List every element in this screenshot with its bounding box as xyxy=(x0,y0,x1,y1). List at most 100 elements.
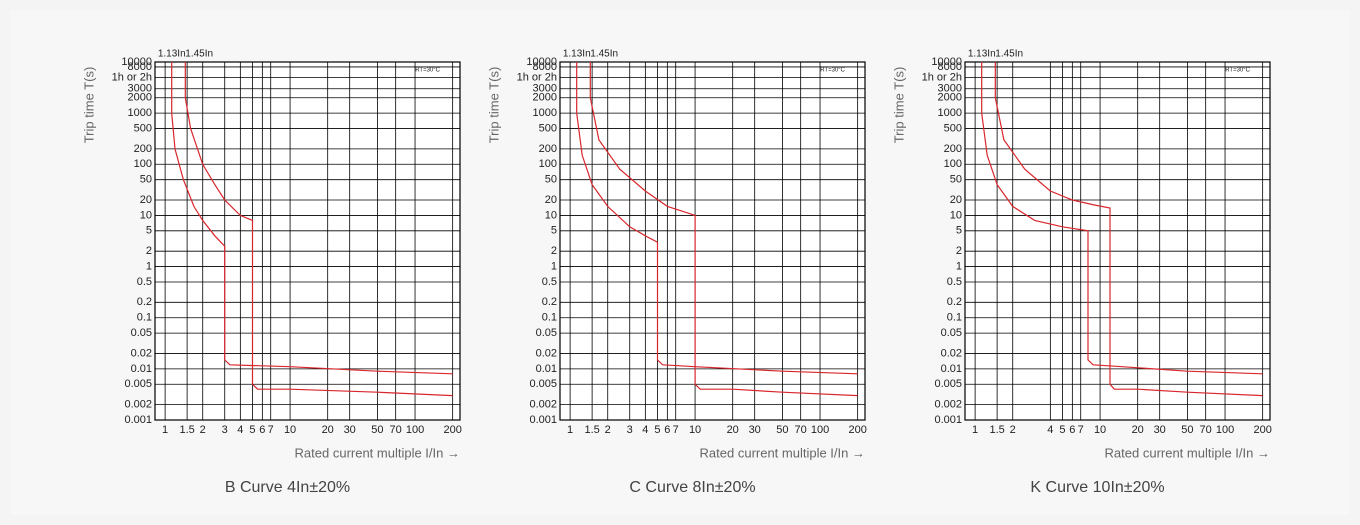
y-tick-label: 0.2 xyxy=(542,296,557,308)
y-tick-label: 0.5 xyxy=(137,276,152,288)
y-tick-label: 1000 xyxy=(533,107,557,119)
y-tick-label: 0.005 xyxy=(529,378,557,390)
plot-area xyxy=(964,61,1271,421)
y-tick-label: 0.01 xyxy=(941,363,962,375)
x-tick-label: 7 xyxy=(673,424,679,436)
temperature-note: RT=30°C xyxy=(820,68,845,74)
y-tick-label: 0.01 xyxy=(536,363,557,375)
plot-area xyxy=(559,61,866,421)
temperature-note: RT=30°C xyxy=(1225,68,1250,74)
y-tick-label: 10 xyxy=(140,209,152,221)
x-tick-label: 4 xyxy=(1047,424,1053,436)
x-tick-label: 200 xyxy=(443,424,461,436)
y-tick-label: 3000 xyxy=(128,83,152,95)
y-tick-label: 500 xyxy=(539,122,557,134)
x-tick-label: 30 xyxy=(749,424,761,436)
x-axis-label: Rated current multiple I/In → xyxy=(295,445,460,460)
y-tick-label: 20 xyxy=(140,194,152,206)
y-tick-label: 0.05 xyxy=(131,327,152,339)
y-tick-label: 200 xyxy=(944,143,962,155)
trip-curve-line xyxy=(981,62,1263,375)
x-tick-label: 100 xyxy=(406,424,424,436)
y-tick-label: 2 xyxy=(551,245,557,257)
y-tick-label: 0.002 xyxy=(529,399,557,411)
y-tick-label: 5 xyxy=(146,225,152,237)
y-tick-label: 10 xyxy=(950,209,962,221)
x-tick-label: 1 xyxy=(567,424,573,436)
y-tick-label: 0.002 xyxy=(934,399,962,411)
trip-curve-line xyxy=(994,62,1263,397)
temperature-note: RT=30°C xyxy=(415,68,440,74)
trip-curve-line xyxy=(171,62,453,375)
y-axis-label: Trip time T(s) xyxy=(891,67,906,144)
curve-annotation: 1.45In xyxy=(590,49,618,60)
x-tick-label: 30 xyxy=(1154,424,1166,436)
y-tick-label: 1 xyxy=(551,260,557,272)
x-tick-label: 1.5 xyxy=(584,424,599,436)
y-tick-label: 0.1 xyxy=(137,312,152,324)
y-tick-label: 0.1 xyxy=(542,312,557,324)
x-tick-label: 2 xyxy=(200,424,206,436)
y-tick-label: 5 xyxy=(551,225,557,237)
y-tick-label: 0.2 xyxy=(137,296,152,308)
x-tick-label: 1.5 xyxy=(989,424,1004,436)
y-tick-label: 0.001 xyxy=(529,414,557,426)
x-tick-label: 5 xyxy=(654,424,660,436)
y-tick-label: 10000 xyxy=(121,56,152,68)
y-tick-label: 0.005 xyxy=(124,378,152,390)
y-tick-label: 8000 xyxy=(533,61,557,73)
x-axis-label: Rated current multiple I/In → xyxy=(1105,445,1270,460)
x-tick-label: 10 xyxy=(689,424,701,436)
x-tick-label: 6 xyxy=(664,424,670,436)
chart-caption: B Curve 4In±20% xyxy=(225,479,350,496)
x-tick-label: 3 xyxy=(627,424,633,436)
y-tick-label: 2000 xyxy=(533,92,557,104)
y-tick-label: 100 xyxy=(539,158,557,170)
chart-caption: K Curve 10In±20% xyxy=(1030,479,1164,496)
x-tick-label: 5 xyxy=(1059,424,1065,436)
x-tick-label: 4 xyxy=(642,424,648,436)
y-tick-label: 0.005 xyxy=(934,378,962,390)
x-tick-label: 20 xyxy=(1132,424,1144,436)
y-tick-label: 0.5 xyxy=(542,276,557,288)
x-tick-label: 70 xyxy=(795,424,807,436)
x-tick-label: 5 xyxy=(249,424,255,436)
y-tick-label: 0.05 xyxy=(536,327,557,339)
y-tick-label: 1h or 2h xyxy=(517,71,557,83)
y-tick-label: 1000 xyxy=(938,107,962,119)
x-axis-label: Rated current multiple I/In → xyxy=(700,445,865,460)
y-tick-label: 0.1 xyxy=(947,312,962,324)
x-tick-label: 3 xyxy=(222,424,228,436)
x-tick-label: 6 xyxy=(259,424,265,436)
y-tick-label: 20 xyxy=(545,194,557,206)
x-tick-label: 50 xyxy=(1181,424,1193,436)
x-tick-label: 70 xyxy=(1200,424,1212,436)
y-tick-label: 1 xyxy=(146,260,152,272)
y-tick-label: 8000 xyxy=(938,61,962,73)
curve-annotation: 1.45In xyxy=(995,49,1023,60)
y-tick-label: 0.02 xyxy=(941,347,962,359)
x-tick-label: 6 xyxy=(1069,424,1075,436)
curve-annotation: 1.13In xyxy=(158,49,186,60)
y-tick-label: 50 xyxy=(950,174,962,186)
y-tick-label: 0.05 xyxy=(941,327,962,339)
y-tick-label: 1 xyxy=(956,260,962,272)
y-tick-label: 2 xyxy=(146,245,152,257)
y-tick-label: 0.02 xyxy=(536,347,557,359)
y-tick-label: 200 xyxy=(539,143,557,155)
y-tick-label: 0.001 xyxy=(124,414,152,426)
chart-caption: C Curve 8In±20% xyxy=(629,479,755,496)
y-tick-label: 1h or 2h xyxy=(922,71,962,83)
y-tick-label: 500 xyxy=(134,122,152,134)
x-tick-label: 100 xyxy=(811,424,829,436)
y-tick-label: 100 xyxy=(134,158,152,170)
x-tick-label: 2 xyxy=(1010,424,1016,436)
x-tick-label: 7 xyxy=(1078,424,1084,436)
trip-curve-line xyxy=(184,62,453,397)
y-tick-label: 0.5 xyxy=(947,276,962,288)
y-tick-label: 0.2 xyxy=(947,296,962,308)
x-tick-label: 50 xyxy=(776,424,788,436)
x-tick-label: 20 xyxy=(322,424,334,436)
y-tick-label: 0.001 xyxy=(934,414,962,426)
